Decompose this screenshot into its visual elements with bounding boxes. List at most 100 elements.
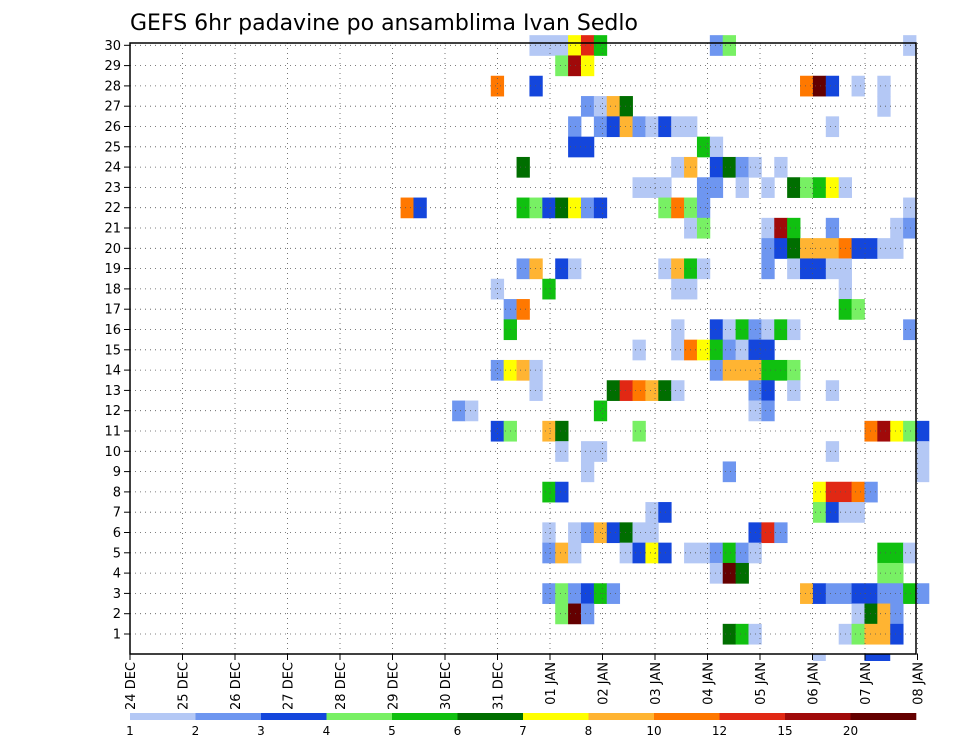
heatmap-cell <box>709 542 724 564</box>
y-tick-label: 22 <box>104 201 121 216</box>
heatmap-cell <box>555 258 569 280</box>
x-tick-label: 29 DEC <box>387 662 402 710</box>
heatmap-cell <box>516 359 530 381</box>
x-tick-label: 31 DEC <box>492 662 507 710</box>
heatmap-cell <box>851 623 865 645</box>
heatmap-cell <box>709 562 724 584</box>
heatmap-cell <box>787 359 801 381</box>
heatmap-cell <box>722 339 737 361</box>
color-legend: 1 2 3 4 5 6 7 8 10 12 15 20 <box>126 713 917 738</box>
heatmap-cell <box>529 380 543 401</box>
heatmap-cell <box>903 583 917 604</box>
heatmap-cell <box>761 522 775 544</box>
y-tick-label: 8 <box>113 485 121 500</box>
heatmap-cell <box>800 238 840 259</box>
heatmap-cell <box>606 96 621 117</box>
heatmap-cell <box>761 319 775 341</box>
heatmap-cell <box>903 542 917 564</box>
legend-swatch <box>850 713 917 720</box>
heatmap-cell <box>787 177 801 198</box>
heatmap-cell <box>632 339 646 361</box>
x-axis: 24 DEC 25 DEC 26 DEC 27 DEC 28 DEC 29 DEC 30 D… <box>124 654 927 710</box>
heatmap-cell <box>761 380 775 401</box>
heatmap-cell <box>542 481 556 503</box>
heatmap-cell <box>812 502 827 523</box>
heatmap-cell <box>825 116 840 138</box>
heatmap-cell <box>568 603 582 625</box>
heatmap-cell <box>838 502 865 523</box>
heatmap-cell <box>671 380 685 401</box>
y-tick-label: 21 <box>104 222 121 237</box>
heatmap-cell <box>580 603 595 625</box>
heatmap-cell <box>903 197 917 219</box>
heatmap-cell <box>671 197 685 219</box>
heatmap-cell <box>619 522 633 544</box>
x-tick-label: 03 JAN <box>649 662 664 705</box>
heatmap-cell <box>490 359 505 381</box>
heatmap-cell <box>722 562 737 584</box>
heatmap-cell <box>864 603 878 625</box>
legend-swatch <box>588 713 655 720</box>
heatmap-cell <box>800 75 814 97</box>
heatmap-cell <box>787 380 801 401</box>
x-tick-label: 02 JAN <box>597 662 612 705</box>
heatmap-cell <box>722 542 737 564</box>
heatmap-cell <box>787 258 801 280</box>
heatmap-cell <box>555 583 569 604</box>
heatmap-cell <box>825 217 840 239</box>
heatmap-cell <box>800 258 827 280</box>
heatmap-cell <box>452 400 466 422</box>
heatmap-cell <box>800 583 814 604</box>
heatmap-cell <box>645 116 659 138</box>
heatmap-cell <box>890 623 904 645</box>
heatmap-cell <box>709 136 724 158</box>
heatmap-cell <box>619 96 633 117</box>
heatmap-cell <box>722 623 737 645</box>
heatmap-cell <box>877 75 891 97</box>
y-tick-label: 14 <box>104 364 121 379</box>
heatmap-cell <box>658 542 672 564</box>
heatmap-cell <box>825 177 840 198</box>
heatmap-cell <box>568 116 582 138</box>
heatmap-cell <box>606 522 621 544</box>
heatmap-cell <box>580 96 595 117</box>
heatmap-cell <box>632 177 672 198</box>
x-tick-label: 01 JAN <box>544 662 559 705</box>
heatmap-cell <box>516 197 530 219</box>
heatmap-cell <box>916 461 930 483</box>
heatmap-cell <box>890 217 904 239</box>
heatmap-cell <box>606 380 621 401</box>
heatmap-cell <box>890 583 904 604</box>
heatmap-cell <box>568 522 582 544</box>
x-tick-label: 26 DEC <box>229 662 244 710</box>
heatmap-cell <box>877 583 891 604</box>
plot-frame <box>129 42 917 655</box>
legend-swatch <box>261 713 327 720</box>
y-tick-label: 16 <box>104 323 121 338</box>
heatmap-cell <box>580 583 595 604</box>
heatmap-cell <box>825 258 852 280</box>
legend-swatch <box>654 713 720 720</box>
heatmap-cell <box>490 75 505 97</box>
x-tick-label: 07 JAN <box>859 662 874 705</box>
x-tick-label: 28 DEC <box>334 662 349 710</box>
heatmap-cell <box>619 380 633 401</box>
legend-swatch <box>457 713 524 720</box>
grid-lines <box>130 43 918 654</box>
heatmap-cell <box>851 481 865 503</box>
x-tick-label: 30 DEC <box>439 662 454 710</box>
heatmap-cell <box>825 75 840 97</box>
heatmap-cell <box>761 177 775 198</box>
y-tick-label: 20 <box>104 242 121 257</box>
heatmap-cell <box>542 542 556 564</box>
heatmap-cell <box>709 35 724 56</box>
x-tick-label: 05 JAN <box>754 662 769 705</box>
y-tick-label: 18 <box>104 282 121 297</box>
heatmap-cell <box>632 542 646 564</box>
heatmap-cell <box>696 258 711 280</box>
heatmap-cell <box>800 177 814 198</box>
heatmap-cell <box>568 197 582 219</box>
heatmap-cell <box>735 542 749 564</box>
y-tick-label: 15 <box>104 343 121 358</box>
heatmap-cell <box>761 217 775 239</box>
